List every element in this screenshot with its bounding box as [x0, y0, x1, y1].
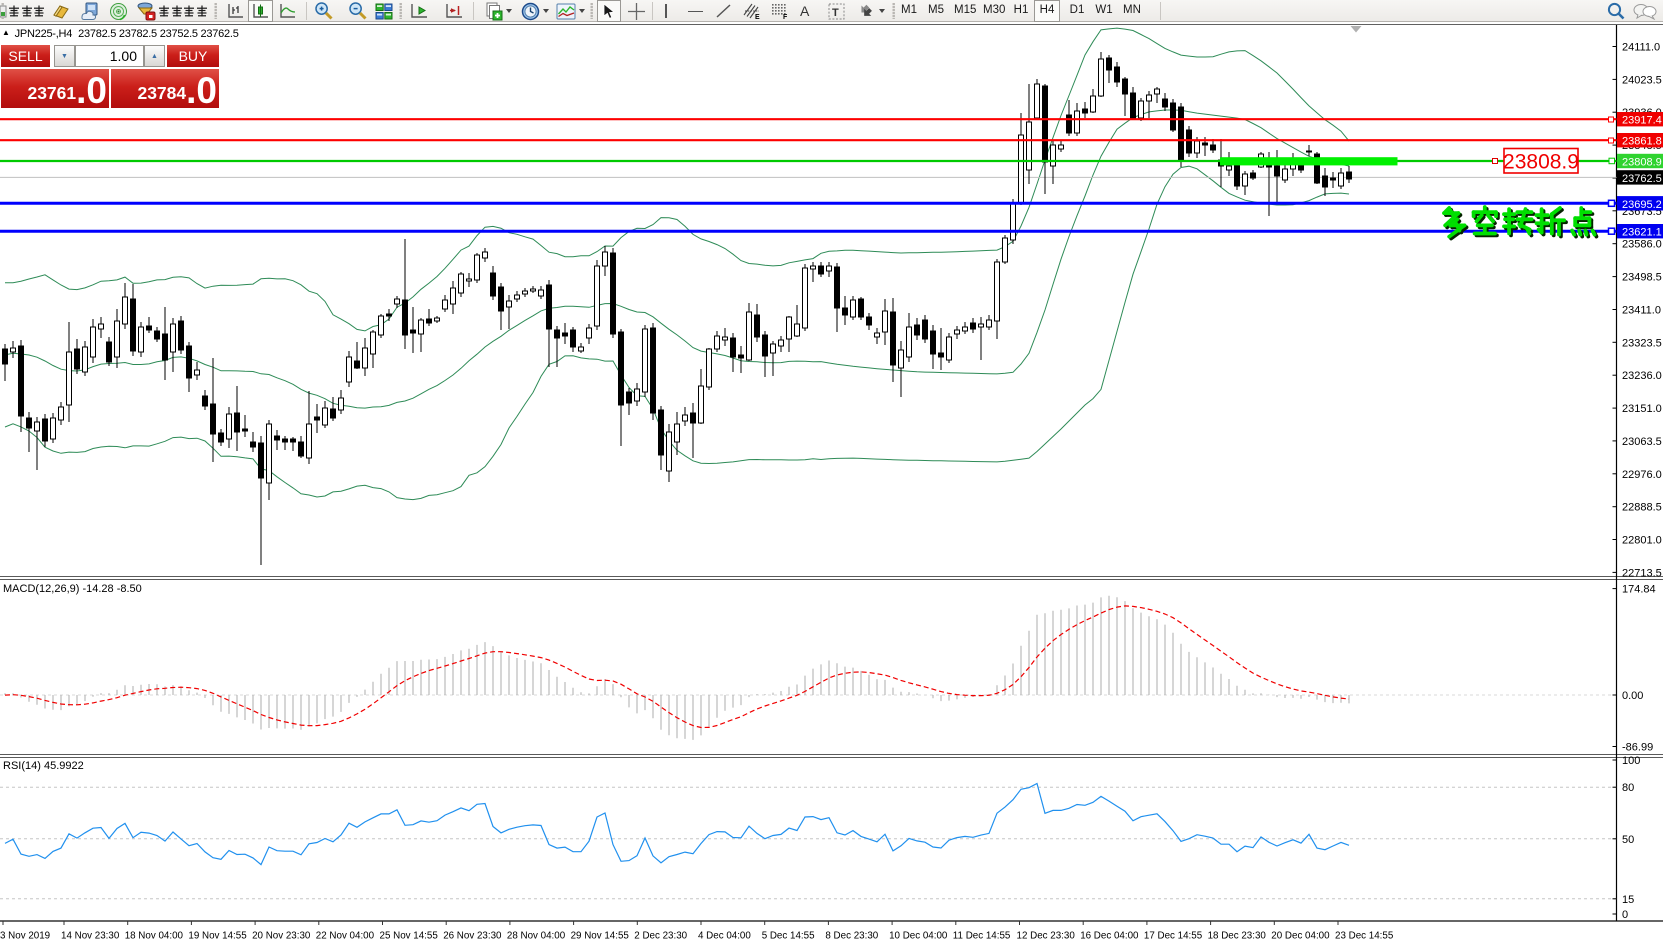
svg-text:RSI(14) 45.9922: RSI(14) 45.9922: [3, 760, 84, 772]
svg-text:23586.0: 23586.0: [1622, 239, 1662, 251]
svg-text:E: E: [755, 14, 760, 20]
svg-text:16 Dec 04:00: 16 Dec 04:00: [1080, 931, 1139, 942]
svg-text:3 Nov 2019: 3 Nov 2019: [0, 931, 50, 942]
svg-text:174.84: 174.84: [1622, 584, 1656, 596]
svg-text:4 Dec 04:00: 4 Dec 04:00: [698, 931, 751, 942]
svg-text:23695.2: 23695.2: [1622, 199, 1662, 211]
svg-text:100: 100: [1622, 755, 1640, 767]
svg-text:23621.1: 23621.1: [1622, 227, 1662, 239]
svg-text:0: 0: [1622, 909, 1628, 921]
svg-text:23808.9: 23808.9: [1622, 157, 1662, 169]
svg-text:23498.5: 23498.5: [1622, 272, 1662, 284]
svg-text:23808.9: 23808.9: [1503, 151, 1579, 174]
svg-text:24023.5: 24023.5: [1622, 74, 1662, 86]
svg-text:23861.8: 23861.8: [1622, 136, 1662, 148]
svg-text:24111.0: 24111.0: [1622, 42, 1660, 54]
svg-text:23762.5: 23762.5: [1622, 173, 1662, 185]
svg-text:23151.0: 23151.0: [1622, 403, 1662, 415]
svg-text:26 Nov 23:30: 26 Nov 23:30: [443, 931, 502, 942]
svg-text:T: T: [832, 7, 839, 19]
svg-text:22 Nov 04:00: 22 Nov 04:00: [316, 931, 375, 942]
svg-text:23917.4: 23917.4: [1622, 115, 1662, 127]
svg-text:-86.99: -86.99: [1622, 742, 1653, 754]
svg-text:29 Nov 14:55: 29 Nov 14:55: [571, 931, 630, 942]
svg-text:22713.5: 22713.5: [1622, 567, 1662, 579]
svg-text:15: 15: [1622, 894, 1634, 906]
svg-text:19 Nov 14:55: 19 Nov 14:55: [188, 931, 247, 942]
svg-text:11 Dec 14:55: 11 Dec 14:55: [953, 931, 1011, 942]
svg-text:14 Nov 23:30: 14 Nov 23:30: [61, 931, 120, 942]
svg-text:23236.0: 23236.0: [1622, 370, 1662, 382]
svg-text:22801.0: 22801.0: [1622, 535, 1662, 547]
svg-text:12 Dec 23:30: 12 Dec 23:30: [1017, 931, 1076, 942]
svg-text:28 Nov 04:00: 28 Nov 04:00: [507, 931, 566, 942]
svg-text:22976.0: 22976.0: [1622, 469, 1662, 481]
svg-text:2 Dec 23:30: 2 Dec 23:30: [634, 931, 687, 942]
svg-text:20 Dec 04:00: 20 Dec 04:00: [1271, 931, 1330, 942]
svg-text:23323.5: 23323.5: [1622, 337, 1662, 349]
svg-text:5 Dec 14:55: 5 Dec 14:55: [762, 931, 815, 942]
svg-text:F: F: [783, 14, 788, 20]
svg-text:18 Dec 23:30: 18 Dec 23:30: [1208, 931, 1267, 942]
svg-text:25 Nov 14:55: 25 Nov 14:55: [380, 931, 439, 942]
svg-text:22888.5: 22888.5: [1622, 502, 1662, 514]
svg-text:23063.5: 23063.5: [1622, 436, 1662, 448]
svg-text:17 Dec 14:55: 17 Dec 14:55: [1144, 931, 1203, 942]
svg-text:20 Nov 23:30: 20 Nov 23:30: [252, 931, 311, 942]
svg-text:8 Dec 23:30: 8 Dec 23:30: [825, 931, 878, 942]
svg-text:23411.0: 23411.0: [1622, 305, 1661, 317]
svg-text:50: 50: [1622, 834, 1634, 846]
svg-text:0.00: 0.00: [1622, 690, 1643, 702]
svg-text:MACD(12,26,9) -14.28 -8.50: MACD(12,26,9) -14.28 -8.50: [3, 583, 142, 595]
svg-text:18 Nov 04:00: 18 Nov 04:00: [125, 931, 184, 942]
svg-text:23 Dec 14:55: 23 Dec 14:55: [1335, 931, 1394, 942]
svg-text:10 Dec 04:00: 10 Dec 04:00: [889, 931, 948, 942]
svg-text:80: 80: [1622, 782, 1634, 794]
